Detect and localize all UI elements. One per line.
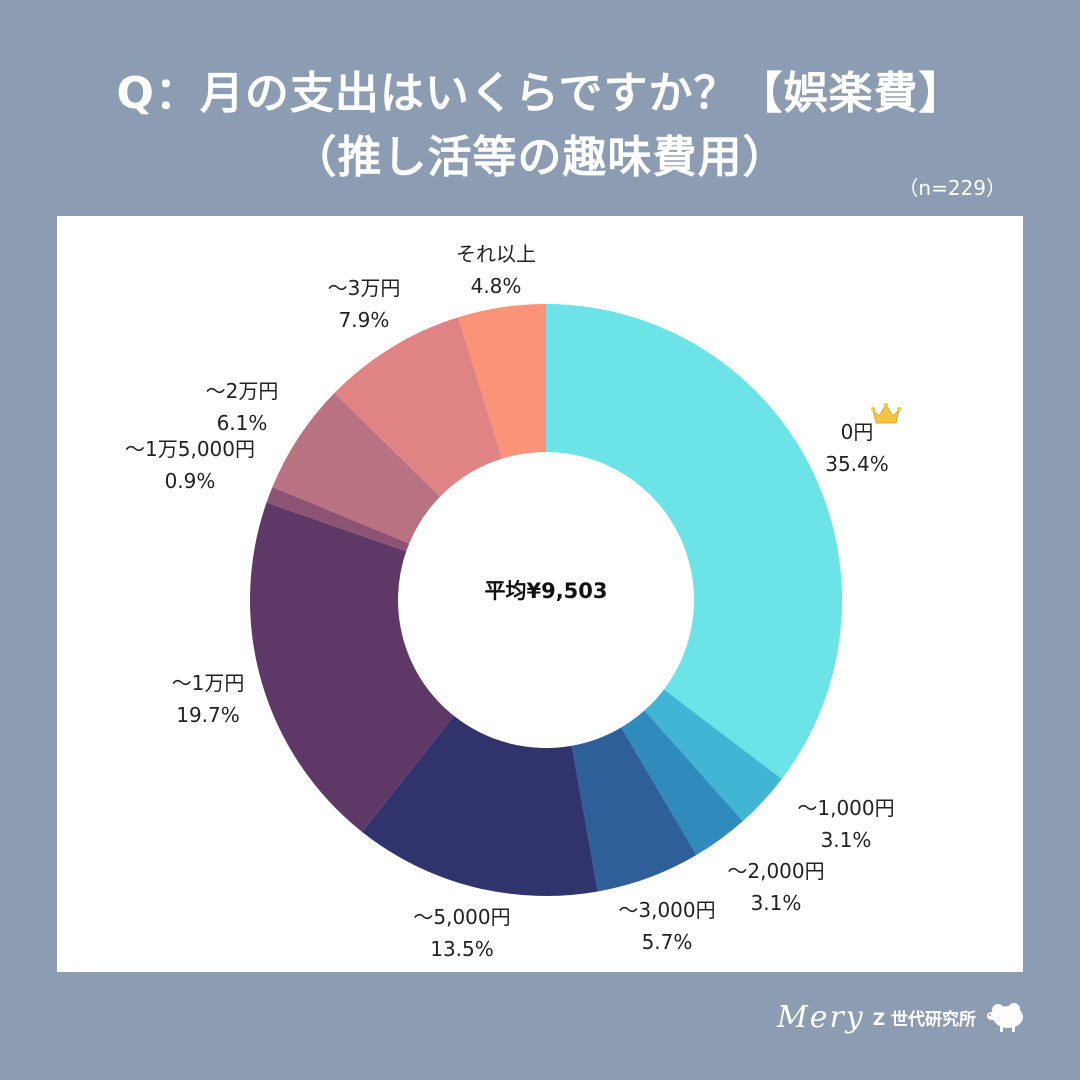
slice-label: ～1万円 19.7% — [172, 667, 245, 731]
slice-category: ～2万円 — [205, 379, 279, 403]
slice-category: それ以上 — [456, 242, 536, 266]
donut-slice — [361, 715, 598, 896]
slice-percent: 5.7% — [641, 930, 693, 954]
slice-percent: 4.8% — [470, 274, 522, 298]
slice-label: ～2万円 6.1% — [206, 375, 279, 439]
slice-label: ～1万5,000円 0.9% — [125, 433, 255, 497]
slice-category: ～2,000円 — [727, 859, 825, 883]
slice-percent: 19.7% — [176, 703, 240, 727]
footer-brand: Mery Z 世代研究所 — [777, 992, 1028, 1042]
donut-slice — [458, 304, 546, 459]
slice-percent: 0.9% — [164, 469, 216, 493]
slice-label: ～3万円 7.9% — [328, 272, 401, 336]
slice-percent: 7.9% — [338, 308, 390, 332]
donut-slice — [621, 710, 743, 855]
slice-percent: 13.5% — [430, 937, 494, 961]
title-line-2: （推し活等の趣味費用） — [292, 132, 788, 183]
slice-label: それ以上 4.8% — [456, 238, 536, 302]
slice-label: ～3,000円 5.7% — [618, 894, 715, 958]
slice-label: ～2,000円 3.1% — [727, 855, 824, 919]
brand-logo: Mery — [776, 999, 865, 1035]
title-line-1: Q：月の支出はいくらですか？【娯楽費】 — [116, 68, 964, 119]
donut-slice — [571, 727, 697, 892]
donut-slice — [546, 304, 843, 779]
donut-slice — [644, 689, 782, 822]
slice-category: ～3,000円 — [618, 898, 716, 922]
slice-percent: 3.1% — [820, 828, 872, 852]
slice-percent: 6.1% — [216, 411, 268, 435]
slice-label: 0円 35.4% — [825, 416, 889, 480]
slice-label: ～5,000円 13.5% — [413, 901, 510, 965]
center-average-label: 平均¥9,503 — [484, 579, 608, 603]
sheep-icon — [987, 1003, 1023, 1032]
donut-slice — [266, 486, 410, 552]
slice-category: ～5,000円 — [413, 905, 511, 929]
slice-category: ～3万円 — [327, 276, 401, 300]
crown-icon — [871, 403, 901, 424]
donut-slice — [272, 393, 441, 544]
lab-name: Z 世代研究所 — [872, 1009, 976, 1030]
sample-size: （n=229） — [898, 176, 1006, 200]
chart-title: Q：月の支出はいくらですか？【娯楽費】 （推し活等の趣味費用） — [0, 62, 1080, 190]
donut-slice — [334, 317, 503, 497]
slice-category: ～1万5,000円 — [125, 437, 255, 461]
slice-percent: 35.4% — [825, 452, 889, 476]
donut-slice — [250, 502, 454, 832]
slice-label: ～1,000円 3.1% — [797, 792, 894, 856]
slice-category: 0円 — [840, 420, 874, 444]
slice-category: ～1万円 — [171, 671, 245, 695]
slice-percent: 3.1% — [750, 891, 802, 915]
slice-category: ～1,000円 — [797, 796, 895, 820]
